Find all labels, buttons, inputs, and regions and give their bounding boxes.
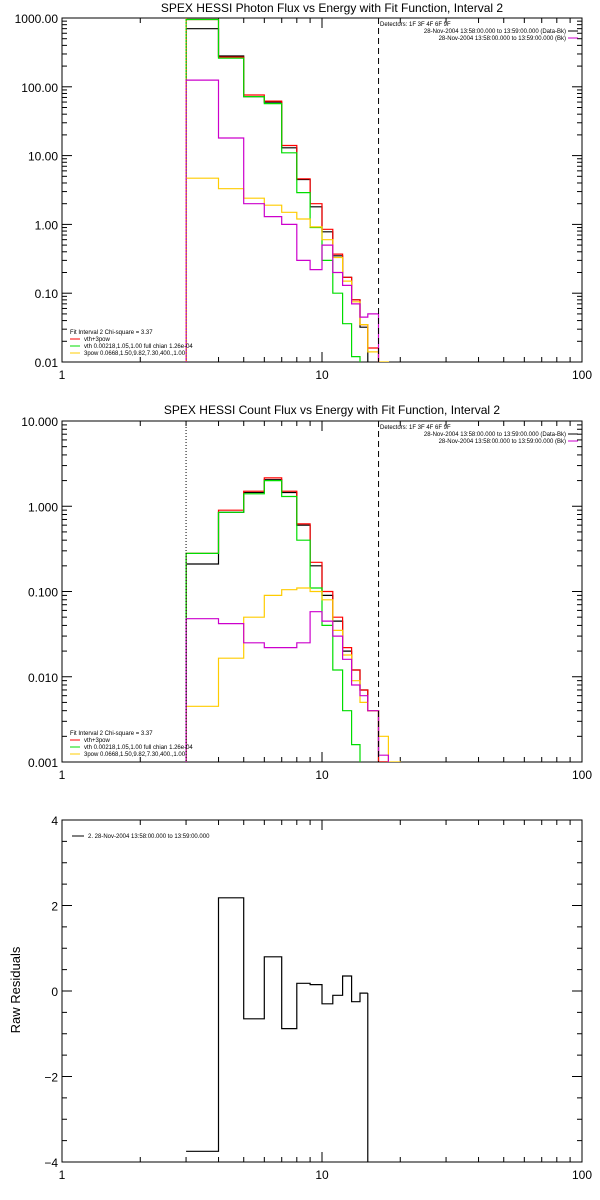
photon-flux-marks: 1 10 100 0.01 0.10 1.00 10.00 100.00 1000.00 28-N…	[15, 12, 593, 382]
y-tick-label: 0.010	[28, 671, 58, 685]
y-tick-label: 1.00	[35, 218, 59, 232]
series-line	[185, 79, 380, 362]
legend-entry-label: 2. 28-Nov-2004 13:58:00.000 to 13:59:00.…	[88, 834, 210, 840]
residuals-ylabel: Raw Residuals	[8, 946, 23, 1033]
x-tick-label: 1	[59, 768, 66, 782]
y-tick-label: 100.00	[21, 81, 58, 95]
y-tick-label: 4	[51, 814, 58, 828]
x-tick-label: 100	[572, 1168, 592, 1182]
x-tick-label: 100	[572, 768, 592, 782]
photon-flux-legend-header: Detectors: 1F 3F 4F 6F 9F	[380, 22, 451, 28]
count-flux-panel: SPEX HESSI Count Flux vs Energy with Fit…	[21, 403, 592, 782]
fit-legend-label: vth+3pow	[84, 337, 111, 343]
y-tick-label: 2	[51, 900, 58, 914]
photon-flux-title: SPEX HESSI Photon Flux vs Energy with Fi…	[161, 1, 503, 15]
residuals-marks: 1 10 100 −4 −2 0 2 4 2. 28-Nov-2004 13:58:00.000…	[44, 814, 592, 1182]
x-tick-label: 10	[315, 1168, 329, 1182]
series-line	[185, 477, 389, 762]
fit-legend-label: 3pow 0.0668,1.50,9.82,7.30,400.,1.00	[84, 351, 186, 357]
count-flux-title: SPEX HESSI Count Flux vs Energy with Fit…	[164, 403, 500, 417]
x-tick-label: 10	[315, 768, 329, 782]
fit-legend-label: vth+3pow	[84, 738, 111, 744]
series-line	[185, 479, 389, 762]
x-tick-label: 10	[315, 368, 329, 382]
fit-legend-label: vth 0.00218,1.05,1.00 full chian 1.26e-0…	[84, 344, 193, 350]
x-tick-label: 100	[572, 368, 592, 382]
fit-legend-label: 3pow 0.0668,1.50,9.82,7.30,400.,1.00	[84, 752, 186, 758]
photon-flux-panel: SPEX HESSI Photon Flux vs Energy with Fi…	[15, 1, 593, 382]
series-line	[185, 611, 389, 762]
y-tick-label: 1000.00	[15, 12, 59, 26]
y-tick-label: 0	[51, 985, 58, 999]
series-line	[185, 18, 361, 362]
legend-entry-label: 28-Nov-2004 13:58:00.000 to 13:59:00.000…	[424, 29, 566, 35]
x-tick-label: 1	[59, 1168, 66, 1182]
series-line	[185, 480, 361, 762]
fit-legend-label: vth 0.00218,1.05,1.00 full chian 1.26e-0…	[84, 745, 193, 751]
y-tick-label: −2	[44, 1071, 58, 1085]
series-line	[185, 177, 389, 362]
y-tick-label: 1.000	[28, 500, 58, 514]
y-tick-label: −4	[44, 1156, 58, 1170]
axes-frame	[61, 17, 583, 363]
legend-entry-label: 28-Nov-2004 13:58:00.000 to 13:59:00.000…	[439, 439, 566, 445]
legend-entry-label: 28-Nov-2004 13:58:00.000 to 13:59:00.000…	[439, 36, 566, 42]
x-tick-label: 1	[59, 368, 66, 382]
photon-flux-fit-legend-title: Fit Interval 2 Chi-square = 3.37	[70, 330, 153, 336]
series-line	[185, 28, 369, 362]
count-flux-legend-header: Detectors: 1F 3F 4F 6F 9F	[380, 425, 451, 431]
count-flux-marks: 1 10 100 0.001 0.010 0.100 1.000 10.000 28-Nov-2…	[21, 415, 592, 782]
count-flux-fit-legend-title: Fit Interval 2 Chi-square = 3.37	[70, 731, 153, 737]
y-tick-label: 0.01	[35, 356, 59, 370]
y-tick-label: 0.10	[35, 287, 59, 301]
series-line	[186, 897, 368, 1152]
y-tick-label: 0.001	[28, 756, 58, 770]
y-tick-label: 10.00	[28, 150, 58, 164]
legend-entry-label: 28-Nov-2004 13:58:00.000 to 13:59:00.000…	[424, 432, 566, 438]
y-tick-label: 10.000	[21, 415, 58, 429]
y-tick-label: 0.100	[28, 586, 58, 600]
residuals-panel: 1 10 100 −4 −2 0 2 4 2. 28-Nov-2004 13:58:00.000…	[8, 814, 592, 1182]
